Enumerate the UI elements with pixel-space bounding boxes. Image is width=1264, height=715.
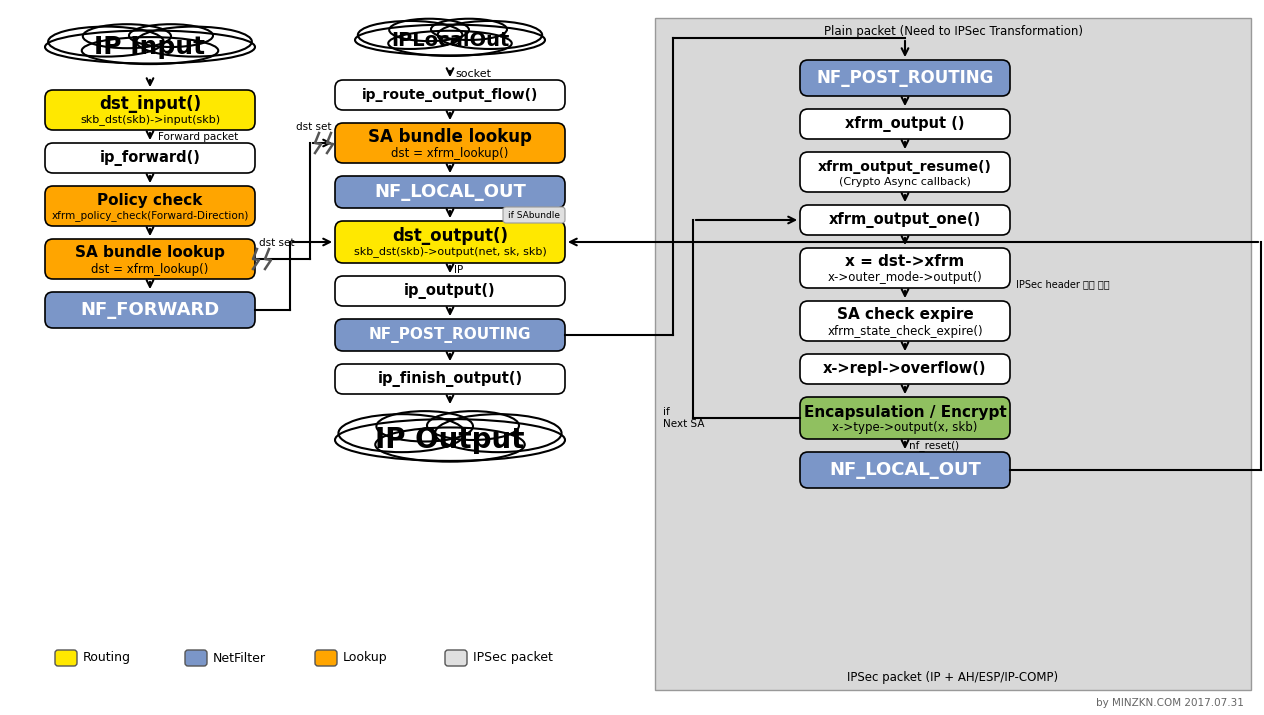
- Ellipse shape: [431, 19, 507, 40]
- Text: Plain packet (Need to IPSec Transformation): Plain packet (Need to IPSec Transformati…: [824, 26, 1082, 39]
- FancyBboxPatch shape: [335, 123, 565, 163]
- Text: Lookup: Lookup: [343, 651, 388, 664]
- Text: x = dst->xfrm: x = dst->xfrm: [846, 255, 964, 270]
- Text: skb_dst(skb)->output(net, sk, skb): skb_dst(skb)->output(net, sk, skb): [354, 247, 546, 257]
- Text: SA check expire: SA check expire: [837, 307, 973, 322]
- FancyBboxPatch shape: [335, 221, 565, 263]
- Ellipse shape: [358, 21, 463, 49]
- Ellipse shape: [137, 26, 252, 56]
- Text: xfrm_output_one(): xfrm_output_one(): [829, 212, 981, 228]
- FancyBboxPatch shape: [800, 248, 1010, 288]
- Ellipse shape: [355, 24, 545, 55]
- Ellipse shape: [83, 24, 171, 48]
- FancyBboxPatch shape: [315, 650, 337, 666]
- Text: x->type->output(x, skb): x->type->output(x, skb): [832, 422, 977, 435]
- Text: NF_LOCAL_OUT: NF_LOCAL_OUT: [829, 461, 981, 479]
- Ellipse shape: [339, 414, 465, 452]
- Text: dst = xfrm_lookup(): dst = xfrm_lookup(): [392, 147, 508, 159]
- Text: if
Next SA: if Next SA: [664, 408, 704, 429]
- Text: NetFilter: NetFilter: [214, 651, 265, 664]
- Text: xfrm_output_resume(): xfrm_output_resume(): [818, 160, 992, 174]
- Ellipse shape: [82, 37, 219, 64]
- Text: IPSec packet: IPSec packet: [473, 651, 552, 664]
- Text: socket: socket: [455, 69, 490, 79]
- Text: dst set: dst set: [296, 122, 331, 132]
- Text: SA bundle lookup: SA bundle lookup: [368, 128, 532, 146]
- FancyBboxPatch shape: [46, 292, 255, 328]
- Text: IP Output: IP Output: [375, 426, 525, 454]
- Text: Policy check: Policy check: [97, 192, 202, 207]
- Text: dst_input(): dst_input(): [99, 95, 201, 113]
- Ellipse shape: [375, 428, 525, 462]
- Text: SA bundle lookup: SA bundle lookup: [75, 245, 225, 260]
- FancyBboxPatch shape: [46, 90, 255, 130]
- Ellipse shape: [377, 411, 473, 442]
- FancyBboxPatch shape: [185, 650, 207, 666]
- Ellipse shape: [427, 411, 520, 440]
- FancyBboxPatch shape: [335, 319, 565, 351]
- Text: skb_dst(skb)->input(skb): skb_dst(skb)->input(skb): [80, 114, 220, 125]
- Text: IPLocalOut: IPLocalOut: [391, 31, 509, 49]
- Text: ip_forward(): ip_forward(): [100, 150, 201, 166]
- Ellipse shape: [437, 21, 542, 49]
- Text: ip_output(): ip_output(): [404, 283, 495, 299]
- Ellipse shape: [389, 19, 469, 41]
- FancyBboxPatch shape: [46, 239, 255, 279]
- Text: xfrm_state_check_expire(): xfrm_state_check_expire(): [827, 325, 983, 337]
- FancyBboxPatch shape: [800, 397, 1010, 439]
- FancyBboxPatch shape: [445, 650, 466, 666]
- Ellipse shape: [46, 31, 255, 64]
- FancyBboxPatch shape: [46, 186, 255, 226]
- FancyBboxPatch shape: [800, 301, 1010, 341]
- FancyBboxPatch shape: [335, 176, 565, 208]
- Text: xfrm_output (): xfrm_output (): [846, 116, 964, 132]
- Ellipse shape: [48, 26, 163, 56]
- FancyBboxPatch shape: [800, 60, 1010, 96]
- FancyBboxPatch shape: [800, 109, 1010, 139]
- FancyBboxPatch shape: [56, 650, 77, 666]
- Text: if SAbundle: if SAbundle: [508, 210, 560, 220]
- Text: IPSec header 공간 확보: IPSec header 공간 확보: [1016, 279, 1110, 289]
- Ellipse shape: [388, 31, 512, 56]
- Text: NF_POST_ROUTING: NF_POST_ROUTING: [817, 69, 994, 87]
- Ellipse shape: [129, 24, 214, 47]
- FancyBboxPatch shape: [46, 143, 255, 173]
- FancyBboxPatch shape: [800, 452, 1010, 488]
- Text: IP: IP: [454, 265, 463, 275]
- Text: NF_FORWARD: NF_FORWARD: [81, 301, 220, 319]
- Text: dst_output(): dst_output(): [392, 227, 508, 245]
- Text: xfrm_policy_check(Forward-Direction): xfrm_policy_check(Forward-Direction): [52, 210, 249, 222]
- Text: IP Input: IP Input: [95, 35, 206, 59]
- Text: ip_finish_output(): ip_finish_output(): [378, 371, 522, 387]
- Ellipse shape: [435, 414, 561, 452]
- FancyBboxPatch shape: [800, 152, 1010, 192]
- Text: Routing: Routing: [83, 651, 131, 664]
- FancyBboxPatch shape: [800, 354, 1010, 384]
- Text: dst = xfrm_lookup(): dst = xfrm_lookup(): [91, 262, 209, 275]
- Text: Forward packet: Forward packet: [158, 132, 238, 142]
- Bar: [655, 18, 1251, 690]
- Text: x->repl->overflow(): x->repl->overflow(): [823, 362, 987, 377]
- FancyBboxPatch shape: [335, 364, 565, 394]
- Text: ip_route_output_flow(): ip_route_output_flow(): [362, 88, 538, 102]
- FancyBboxPatch shape: [335, 276, 565, 306]
- Text: by MINZKN.COM 2017.07.31: by MINZKN.COM 2017.07.31: [1096, 698, 1244, 708]
- Text: IPSec packet (IP + AH/ESP/IP-COMP): IPSec packet (IP + AH/ESP/IP-COMP): [847, 671, 1058, 684]
- Text: nf_reset(): nf_reset(): [909, 440, 959, 451]
- Text: NF_LOCAL_OUT: NF_LOCAL_OUT: [374, 183, 526, 201]
- Text: x->outer_mode->output(): x->outer_mode->output(): [828, 272, 982, 285]
- FancyBboxPatch shape: [503, 207, 565, 223]
- Text: (Crypto Async callback): (Crypto Async callback): [839, 177, 971, 187]
- FancyBboxPatch shape: [800, 205, 1010, 235]
- Ellipse shape: [335, 419, 565, 461]
- Text: NF_POST_ROUTING: NF_POST_ROUTING: [369, 327, 531, 343]
- Text: dst set: dst set: [259, 238, 295, 248]
- FancyBboxPatch shape: [335, 80, 565, 110]
- Text: Encapsulation / Encrypt: Encapsulation / Encrypt: [804, 405, 1006, 420]
